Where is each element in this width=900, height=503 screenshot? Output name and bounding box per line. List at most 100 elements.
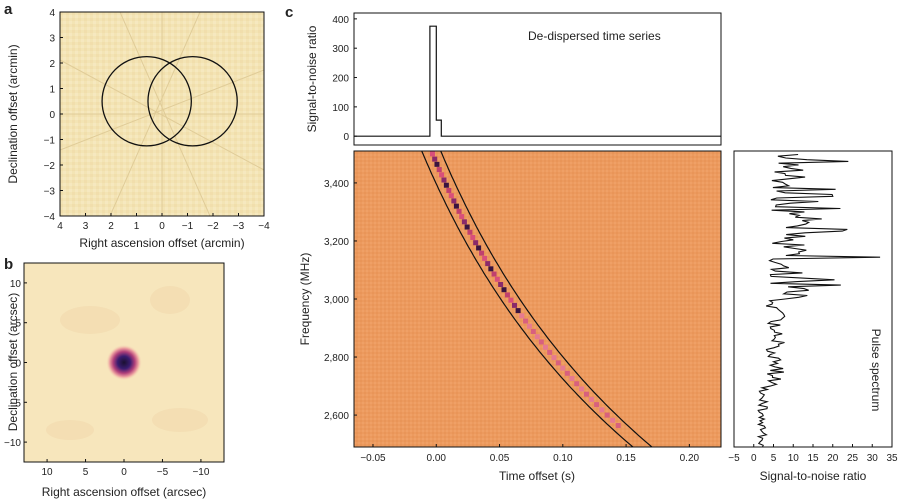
side-x-tick-label: 10 [788,453,800,464]
pulse-pixel [610,417,616,423]
b-y-tick-label: 10 [10,279,22,290]
a-y-tick-label: −2 [44,161,56,172]
pulse-pixel [485,261,491,267]
panel-c-top-background [354,13,721,145]
pulse-pixel [443,182,449,188]
side-x-tick-label: 35 [886,453,898,464]
source-blob [106,344,142,381]
panel-label-a: a [4,1,13,18]
pulse-pixel [542,344,548,350]
frequency-label: Frequency (MHz) [298,253,312,346]
dynamic-spectrum-background [354,151,721,447]
pulse-track [429,151,621,429]
b-x-tick-label: −5 [157,467,169,478]
pulse-spectrum-background [734,151,892,447]
pulse-pixel [547,349,553,355]
b-x-tick-label: 0 [121,467,127,478]
pulse-pixel [579,386,585,392]
a-y-tick-label: −4 [44,212,56,223]
side-x-tick-label: 20 [827,453,839,464]
pulse-pixel [491,271,497,277]
pulse-pixel [564,370,570,376]
pulse-pixel [448,193,454,199]
main-y-tick-label: 3,400 [324,179,349,190]
time-series-y-ticks: 0 100 200 300 400 [332,15,357,143]
pulse-pixel [429,151,435,157]
pulse-pixel [511,302,517,308]
localization-circle-1 [101,55,192,147]
pulse-pixel [464,224,470,230]
side-x-tick-label: 15 [807,453,819,464]
pulse-pixel [441,177,447,183]
b-y-tick-label: 0 [15,359,21,370]
panel-label-b: b [4,256,13,273]
top-y-tick-label: 100 [332,103,349,114]
pulse-pixel [551,355,557,361]
panel-a-sidelobes [60,12,264,216]
a-y-tick-label: −1 [44,136,56,147]
pulse-pixel [446,187,452,193]
pulse-spectrum-annotation: Pulse spectrum [869,329,883,412]
a-y-tick-label: −3 [44,187,56,198]
a-x-tick-label: −1 [182,221,194,232]
pulse-pixel [453,203,459,209]
a-y-tick-label: 2 [49,59,55,70]
a-x-tick-label: 0 [159,221,165,232]
dispersion-boundary-left [421,151,634,447]
pulse-pixel [508,297,514,303]
pulse-pixel [432,156,438,162]
a-x-tick-label: 3 [83,221,89,232]
pulse-pixel [615,423,621,429]
pulse-pixel [501,287,507,293]
pulse-pixel [515,308,521,314]
pulse-pixel [534,334,540,340]
pulse-pixel [526,323,532,329]
pulse-pixel [588,396,594,402]
b-y-tick-label: 5 [15,319,21,330]
b-x-tick-label: 5 [83,467,89,478]
pulse-pixel [569,376,575,382]
side-x-tick-label: 25 [847,453,859,464]
pulse-spectrum-line [756,153,881,447]
pulse-pixel [470,234,476,240]
pulse-pixel [461,219,467,225]
pulse-pixel [498,281,504,287]
a-x-tick-label: 1 [134,221,140,232]
a-x-tick-label: −3 [233,221,245,232]
time-offset-label: Time offset (s) [499,469,575,483]
a-x-tick-label: 2 [108,221,114,232]
main-y-tick-label: 3,000 [324,295,349,306]
pulse-pixel [439,172,445,178]
pulse-pixel [504,292,510,298]
a-y-tick-label: 1 [49,85,55,96]
pulse-pixel [604,412,610,418]
pulse-pixel [494,276,500,282]
main-x-tick-label: 0.05 [490,453,510,464]
panel-b-x-ticks: 10 5 0 −5 −10 [42,459,210,478]
side-x-tick-label: 0 [751,453,757,464]
time-series-y-label: Signal-to-noise ratio [305,25,319,132]
pulse-spectrum-x-ticks: −5 0 5 10 15 20 25 30 35 [728,444,898,464]
panel-b-texture [46,286,208,440]
a-y-tick-label: 0 [49,110,55,121]
pulse-pixel [599,407,605,413]
side-x-tick-label: −5 [728,453,740,464]
top-y-tick-label: 0 [343,132,349,143]
panel-c-top-frame [353,12,722,146]
side-x-tick-label: 30 [867,453,879,464]
panel-c-pulse-spectrum: −5 0 5 10 15 20 25 30 35 Signal-to-noise ratio P… [728,150,898,483]
dispersion-boundary-right [440,151,653,447]
pulse-pixel [594,402,600,408]
pulse-pixel [530,329,536,335]
side-x-tick-label: 5 [771,453,777,464]
pulse-pixel [456,208,462,214]
panel-b-y-ticks: 10 5 0 −5 −10 [4,279,27,449]
a-x-tick-label: −4 [258,221,270,232]
main-x-tick-label: 0.00 [427,453,447,464]
pulse-pixel [436,167,442,173]
b-x-tick-label: −10 [192,467,209,478]
panel-b: 10 5 0 −5 −10 10 5 0 −5 −10 Right ascension offs… [4,262,225,499]
main-y-tick-label: 2,600 [324,411,349,422]
a-x-tick-label: −2 [207,221,219,232]
pulse-pixel [583,391,589,397]
